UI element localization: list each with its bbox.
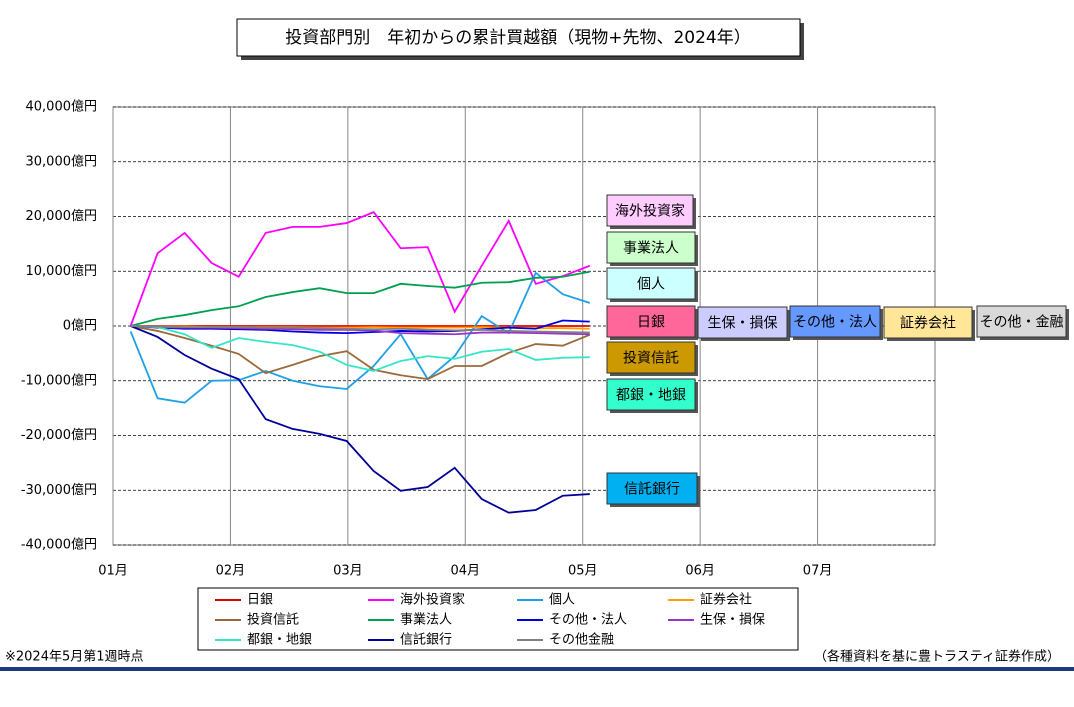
x-tick-label: 02月 xyxy=(216,564,246,579)
legend-label: 個人 xyxy=(549,593,575,608)
y-tick-label: 40,000億円 xyxy=(26,99,98,115)
x-tick-label: 06月 xyxy=(685,564,715,579)
series-line xyxy=(130,325,590,334)
label-text: 生保・損保 xyxy=(708,316,778,332)
y-tick-label: 10,000億円 xyxy=(26,263,98,279)
label-text: その他・金融 xyxy=(980,315,1064,331)
x-tick-label: 04月 xyxy=(451,564,481,579)
legend-label: その他金融 xyxy=(549,632,614,648)
title-box xyxy=(236,18,801,57)
series-line xyxy=(130,325,590,514)
series-line xyxy=(129,211,591,327)
label-box xyxy=(606,267,696,300)
x-tick-label: 05月 xyxy=(568,564,598,579)
y-tick-label: -40,000億円 xyxy=(21,537,97,553)
series-line xyxy=(130,325,590,372)
label-text: 海外投資家 xyxy=(615,203,685,220)
y-tick-label: 30,000億円 xyxy=(26,153,98,169)
label-box xyxy=(606,341,696,374)
y-tick-label: -20,000億円 xyxy=(21,427,97,443)
legend-label: 投資信託 xyxy=(247,612,299,628)
label-text: 都銀・地銀 xyxy=(616,388,686,404)
label-text: 投資信託 xyxy=(623,351,679,367)
source: （各種資料を基に豊トラスティ証券作成） xyxy=(814,649,1060,665)
label-text: 事業法人 xyxy=(623,241,679,257)
legend-label: 都銀・地銀 xyxy=(247,633,312,648)
series-line xyxy=(130,319,590,335)
label-box xyxy=(606,378,696,411)
legend-label: 証券会社 xyxy=(700,592,752,608)
legend-label: その他・法人 xyxy=(549,613,627,628)
x-tick-label: 03月 xyxy=(333,564,363,579)
legend-label: 生保・損保 xyxy=(700,613,765,628)
label-box xyxy=(697,306,788,339)
label-box xyxy=(789,305,881,338)
label-text: 日銀 xyxy=(637,315,665,331)
label-box xyxy=(883,306,973,339)
legend-label: 日銀 xyxy=(247,593,273,608)
label-text: 証券会社 xyxy=(900,316,956,332)
legend-label: 事業法人 xyxy=(400,612,452,628)
y-tick-label: -10,000億円 xyxy=(21,372,97,388)
x-tick-label: 01月 xyxy=(98,564,128,579)
label-text: その他・法人 xyxy=(793,315,877,331)
y-tick-label: 20,000億円 xyxy=(26,208,98,224)
x-tick-label: 07月 xyxy=(803,564,833,579)
label-text: 個人 xyxy=(637,277,665,293)
legend-box xyxy=(197,587,799,651)
chart-title: 投資部門別 年初からの累計買越額（現物+先物、2024年） xyxy=(285,28,751,48)
footnote: ※2024年5月第1週時点 xyxy=(5,650,144,665)
legend-label: 海外投資家 xyxy=(400,592,465,608)
y-tick-label: -30,000億円 xyxy=(21,482,97,498)
label-box xyxy=(976,305,1067,338)
bottom-rule xyxy=(0,667,1074,671)
label-box xyxy=(606,472,698,505)
label-text: 信託銀行 xyxy=(624,482,680,498)
label-box xyxy=(606,194,694,227)
label-box xyxy=(606,305,696,338)
legend-label: 信託銀行 xyxy=(400,632,452,648)
label-box xyxy=(606,231,696,264)
y-tick-label: 0億円 xyxy=(63,318,97,334)
series-line xyxy=(129,271,591,404)
series-line xyxy=(130,270,590,327)
